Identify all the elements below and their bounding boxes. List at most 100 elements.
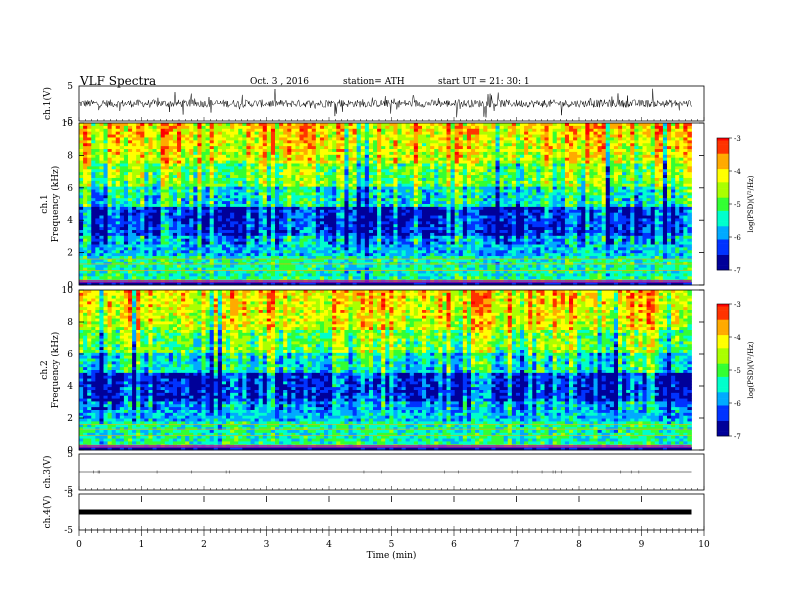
spectrogram-cell	[671, 189, 676, 193]
spectrogram-cell	[650, 137, 656, 141]
spectrogram-cell	[548, 137, 554, 141]
spectrogram-cell	[328, 206, 333, 211]
spectrogram-cell	[385, 169, 390, 173]
spectrogram-cell	[352, 128, 358, 133]
spectrogram-cell	[475, 212, 480, 216]
spectrogram-cell	[564, 209, 570, 214]
spectrogram-cell	[609, 215, 615, 219]
spectrogram-cell	[83, 125, 88, 130]
spectrogram-cell	[364, 192, 370, 196]
spectrogram-cell	[279, 137, 284, 141]
spectrogram-cell	[389, 146, 394, 150]
spectrogram-cell	[675, 215, 680, 219]
spectrogram-cell	[662, 123, 668, 127]
spectrogram-cell	[164, 175, 170, 179]
spectrogram-cell	[119, 146, 125, 150]
spectrogram-cell	[79, 195, 84, 199]
spectrogram-cell	[279, 128, 284, 133]
spectrogram-cell	[622, 195, 627, 199]
spectrogram-cell	[442, 160, 447, 164]
spectrogram-cell	[454, 183, 460, 188]
spectrogram-cell	[250, 195, 255, 199]
spectrogram-cell	[189, 125, 194, 130]
spectrogram-cell	[613, 123, 619, 127]
spectrogram-cell	[177, 123, 182, 127]
spectrogram-cell	[466, 169, 472, 173]
spectrogram-cell	[168, 204, 174, 208]
spectrogram-cell	[479, 209, 484, 214]
spectrogram-cell	[683, 134, 688, 138]
spectrogram-cell	[197, 151, 202, 156]
spectrogram-cell	[622, 189, 627, 193]
spectrogram-cell	[638, 198, 643, 202]
spectrogram-cell	[319, 204, 325, 208]
spectrogram-cell	[115, 137, 121, 141]
spectrogram-cell	[230, 186, 235, 190]
spectrogram-cell	[295, 163, 300, 167]
spectrogram-cell	[426, 125, 431, 130]
spectrogram-cell	[540, 175, 545, 179]
spectrogram-cell	[389, 186, 394, 190]
spectrogram-cell	[401, 128, 407, 133]
spectrogram-cell	[373, 189, 378, 193]
spectrogram-cell	[520, 137, 525, 141]
spectrogram-cell	[364, 175, 370, 179]
spectrogram-cell	[426, 169, 431, 173]
spectrogram-cell	[446, 183, 451, 188]
spectrogram-cell	[520, 151, 525, 156]
spectrogram-cell	[495, 137, 500, 141]
spectrogram-cell	[79, 209, 84, 214]
spectrogram-cell	[262, 131, 268, 135]
spectrogram-cell	[258, 143, 264, 147]
spectrogram-cell	[544, 209, 549, 214]
spectrogram-cell	[630, 189, 635, 193]
spectrogram-cell	[450, 172, 456, 176]
spectrogram-cell	[667, 123, 672, 127]
spectrogram-cell	[246, 163, 251, 167]
spectrogram-cell	[221, 175, 227, 179]
spectrogram-cell	[193, 169, 198, 173]
spectrogram-cell	[687, 146, 692, 150]
spectrogram-cell	[499, 166, 505, 170]
spectrogram-cell	[115, 201, 121, 205]
spectrogram-cell	[119, 218, 125, 222]
spectrogram-cell	[160, 151, 166, 156]
spectrogram-cell	[593, 137, 598, 141]
spectrogram-cell	[507, 157, 513, 161]
spectrogram-cell	[336, 154, 341, 159]
spectrogram-cell	[111, 140, 117, 144]
spectrogram-cell	[91, 125, 96, 130]
spectrogram-cell	[401, 134, 407, 138]
spectrogram-cell	[650, 177, 656, 182]
spectrogram-cell	[507, 206, 513, 211]
spectrogram-cell	[609, 146, 615, 150]
spectrogram-cell	[593, 189, 598, 193]
spectrogram-cell	[111, 169, 117, 173]
spectrogram-cell	[569, 128, 574, 133]
spectrogram-cell	[434, 175, 439, 179]
spectrogram-cell	[389, 166, 394, 170]
spectrogram-cell	[438, 166, 443, 170]
spectrogram-cell	[373, 195, 378, 199]
spectrogram-cell	[462, 143, 468, 147]
spectrogram-cell	[593, 175, 598, 179]
spectrogram-cell	[499, 123, 505, 127]
spectrogram-cell	[258, 134, 264, 138]
spectrogram-cell	[385, 131, 390, 135]
spectrogram-cell	[642, 157, 647, 161]
spectrogram-cell	[201, 131, 206, 135]
spectrogram-cell	[377, 131, 382, 135]
spectrogram-cell	[111, 146, 117, 150]
spectrogram-cell	[560, 140, 566, 144]
spectrogram-cell	[650, 212, 656, 216]
spectrogram-cell	[573, 131, 578, 135]
spectrogram-cell	[356, 201, 362, 205]
spectrogram-cell	[503, 209, 509, 214]
spectrogram-cell	[95, 198, 100, 202]
spectrogram-cell	[503, 149, 509, 153]
spectrogram-cell	[515, 186, 521, 190]
spectrogram-cell	[532, 192, 537, 196]
spectrogram-cell	[185, 204, 190, 208]
spectrogram-cell	[528, 154, 533, 159]
spectrogram-cell	[675, 201, 680, 205]
